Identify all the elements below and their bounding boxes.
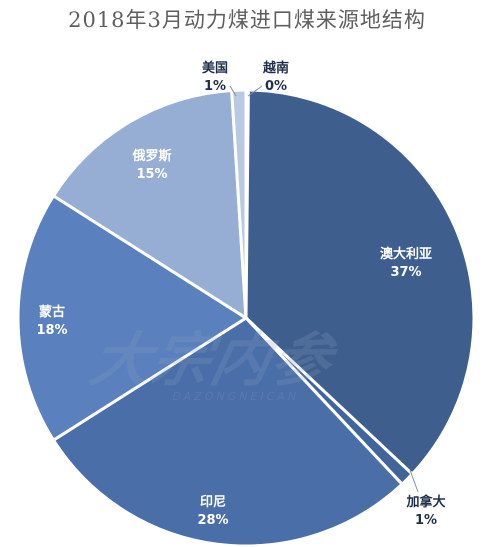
slice-name-label-1: 加拿大 xyxy=(405,494,445,510)
slice-name-label-6: 越南 xyxy=(262,60,289,76)
leader-line-1 xyxy=(409,469,419,493)
slice-name-label-0: 澳大利亚 xyxy=(380,246,432,262)
slice-name-label-3: 蒙古 xyxy=(39,304,65,320)
chart-title: 2018年3月动力煤进口煤来源地结构 xyxy=(68,8,426,32)
pie-slice-0 xyxy=(244,88,476,477)
slice-name-label-2: 印尼 xyxy=(200,495,226,510)
slice-value-label-1: 1% xyxy=(415,513,437,528)
slice-value-label-5: 1% xyxy=(204,79,226,94)
slice-name-label-4: 俄罗斯 xyxy=(131,148,171,164)
slice-value-label-2: 28% xyxy=(197,513,228,528)
slice-value-label-4: 15% xyxy=(136,167,167,182)
watermark: 大宗内参 DAZONGNEICAN xyxy=(81,326,428,410)
leader-line-5 xyxy=(229,85,237,97)
slice-value-label-0: 37% xyxy=(390,265,421,280)
slice-value-label-6: 0% xyxy=(265,79,287,94)
pie-slice-2 xyxy=(51,316,405,547)
slice-value-label-3: 18% xyxy=(36,323,67,338)
slice-name-label-5: 美国 xyxy=(202,60,228,76)
pie-slice-4 xyxy=(51,88,248,321)
leader-line-6 xyxy=(247,85,263,97)
watermark-text: 大宗内参 xyxy=(84,326,340,394)
pie-slice-6 xyxy=(244,88,250,319)
pie-slice-3 xyxy=(16,193,249,443)
